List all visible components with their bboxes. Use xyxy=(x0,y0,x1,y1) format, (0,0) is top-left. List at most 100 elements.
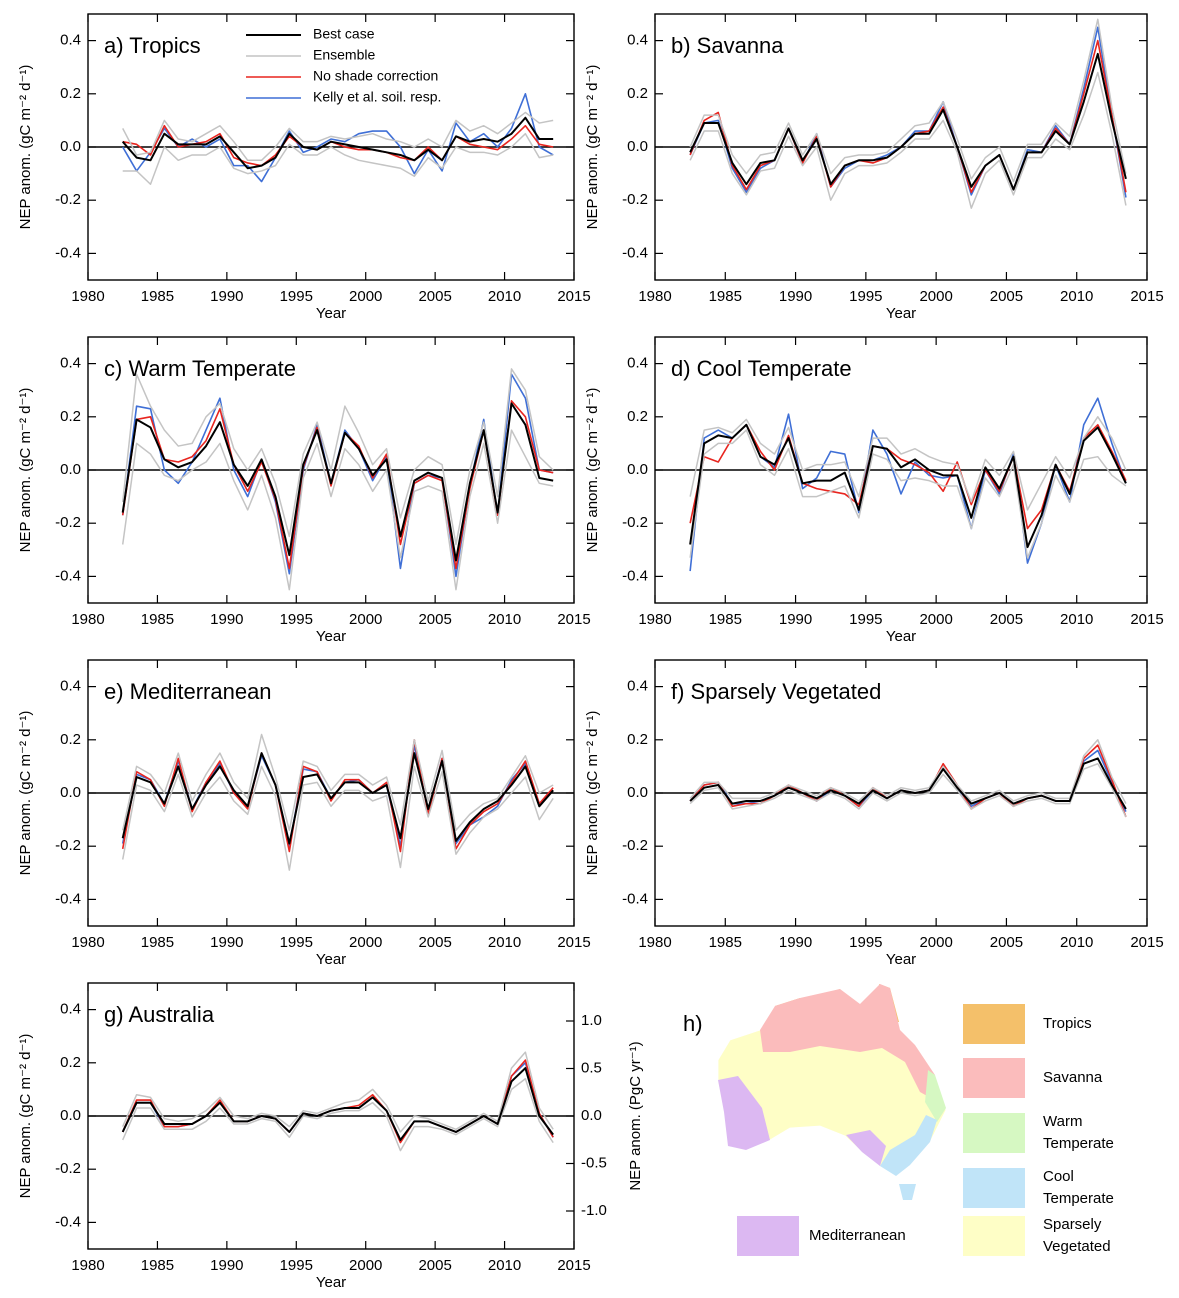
y-tick-label: -0.4 xyxy=(622,244,648,261)
x-tick-label: 2015 xyxy=(557,611,590,628)
x-tick-label: 1995 xyxy=(849,611,882,628)
x-tick-label: 2005 xyxy=(990,934,1023,951)
x-axis-label: Year xyxy=(886,628,916,645)
x-tick-label: 1995 xyxy=(280,611,313,628)
y-tick-label: 0.0 xyxy=(60,138,81,155)
y2-tick-label: -1.0 xyxy=(581,1202,607,1219)
y-tick-label: 0.4 xyxy=(60,32,81,49)
plot-frame xyxy=(87,982,575,1250)
y-tick-label: -0.2 xyxy=(622,191,648,208)
x-tick-label: 1985 xyxy=(141,611,174,628)
legend-swatch xyxy=(963,1004,1025,1044)
y-tick-label: 0.0 xyxy=(627,784,648,801)
map-region xyxy=(880,1115,937,1176)
legend-swatch xyxy=(737,1216,799,1256)
panel-label: h) xyxy=(683,1011,703,1036)
panel-title: a) Tropics xyxy=(104,33,201,58)
series-line xyxy=(121,429,554,591)
y2-axis-label: NEP anom. (PgC yr⁻¹) xyxy=(627,1041,644,1190)
series-line xyxy=(121,400,554,570)
y-tick-label: 0.2 xyxy=(60,408,81,425)
x-tick-label: 1980 xyxy=(638,288,671,305)
x-tick-label: 1995 xyxy=(280,1257,313,1274)
x-tick-label: 1995 xyxy=(849,288,882,305)
y-tick-label: 0.0 xyxy=(627,138,648,155)
y-axis-label: NEP anom. (gC m⁻² d⁻¹) xyxy=(17,711,34,876)
map-region xyxy=(760,984,938,1102)
x-tick-label: 2005 xyxy=(990,611,1023,628)
x-tick-label: 2005 xyxy=(418,1257,451,1274)
plot-frame xyxy=(654,13,1148,281)
x-tick-label: 1990 xyxy=(210,934,243,951)
x-tick-label: 2015 xyxy=(1130,288,1163,305)
series-line xyxy=(689,757,1127,810)
y-axis-label: NEP anom. (gC m⁻² d⁻¹) xyxy=(584,711,601,876)
y-tick-label: 0.2 xyxy=(627,85,648,102)
x-tick-label: 2005 xyxy=(418,934,451,951)
y-tick-label: 0.4 xyxy=(627,32,648,49)
y-tick-label: -0.4 xyxy=(55,244,81,261)
y-tick-label: 0.4 xyxy=(627,678,648,695)
plot-frame xyxy=(654,659,1148,927)
x-tick-label: 1980 xyxy=(71,288,104,305)
series-line xyxy=(121,1067,554,1141)
x-tick-label: 1990 xyxy=(210,288,243,305)
series-line xyxy=(689,429,1127,559)
x-axis-label: Year xyxy=(316,628,346,645)
x-tick-label: 2010 xyxy=(488,1257,521,1274)
panel: 1980 1985 1990 1995 2000 2005 2010 2015 -0.4 -0.2… xyxy=(17,13,591,322)
x-tick-label: 1995 xyxy=(280,934,313,951)
y-tick-label: -0.2 xyxy=(55,191,81,208)
x-tick-label: 2010 xyxy=(1060,288,1093,305)
legend-label: Savanna xyxy=(1043,1069,1103,1086)
x-tick-label: 2000 xyxy=(919,611,952,628)
x-axis-label: Year xyxy=(316,1274,346,1291)
x-tick-label: 1995 xyxy=(849,934,882,951)
y-tick-label: -0.4 xyxy=(55,1213,81,1230)
legend-label: Sparsely Vegetated xyxy=(1043,1216,1111,1255)
panel-title: f) Sparsely Vegetated xyxy=(671,679,881,704)
y2-tick-label: 1.0 xyxy=(581,1012,602,1029)
y-tick-label: -0.2 xyxy=(55,1160,81,1177)
y-tick-label: -0.2 xyxy=(622,837,648,854)
series-line xyxy=(122,111,554,162)
x-tick-label: 2015 xyxy=(557,1257,590,1274)
plot-frame xyxy=(654,336,1148,604)
y-tick-label: 0.4 xyxy=(60,355,81,372)
x-axis-label: Year xyxy=(886,305,916,322)
series-line xyxy=(122,1078,554,1152)
panel: 1980 1985 1990 1995 2000 2005 2010 2015 -0.4 -0.2… xyxy=(17,659,591,968)
y-tick-label: 0.0 xyxy=(627,461,648,478)
y2-tick-label: 0.5 xyxy=(581,1059,602,1076)
map-region xyxy=(899,1184,916,1200)
y-tick-label: 0.2 xyxy=(60,85,81,102)
legend-label: No shade correction xyxy=(313,68,438,84)
y-axis-label: NEP anom. (gC m⁻² d⁻¹) xyxy=(17,65,34,230)
legend-swatch xyxy=(963,1216,1025,1256)
legend-label: Mediterranean xyxy=(809,1227,906,1244)
y-tick-label: -0.4 xyxy=(55,567,81,584)
series-line xyxy=(122,1051,554,1133)
y-tick-label: -0.2 xyxy=(55,837,81,854)
series-line xyxy=(121,116,554,170)
map-region xyxy=(846,1130,886,1166)
y-tick-label: -0.2 xyxy=(55,514,81,531)
x-tick-label: 2015 xyxy=(1130,611,1163,628)
series-line xyxy=(121,752,554,845)
series-line xyxy=(689,71,1127,209)
legend-swatch xyxy=(963,1113,1025,1153)
x-tick-label: 2010 xyxy=(1060,611,1093,628)
series-line xyxy=(689,416,1127,511)
x-tick-label: 2010 xyxy=(488,288,521,305)
x-tick-label: 1980 xyxy=(71,1257,104,1274)
x-tick-label: 2010 xyxy=(1060,934,1093,951)
y-tick-label: 0.0 xyxy=(60,1107,81,1124)
x-tick-label: 2005 xyxy=(418,288,451,305)
x-tick-label: 2015 xyxy=(557,934,590,951)
y-axis-label: NEP anom. (gC m⁻² d⁻¹) xyxy=(17,388,34,553)
series-line xyxy=(689,744,1127,818)
x-tick-label: 2000 xyxy=(919,288,952,305)
y-axis-label: NEP anom. (gC m⁻² d⁻¹) xyxy=(584,65,601,230)
legend-swatch xyxy=(963,1058,1025,1098)
